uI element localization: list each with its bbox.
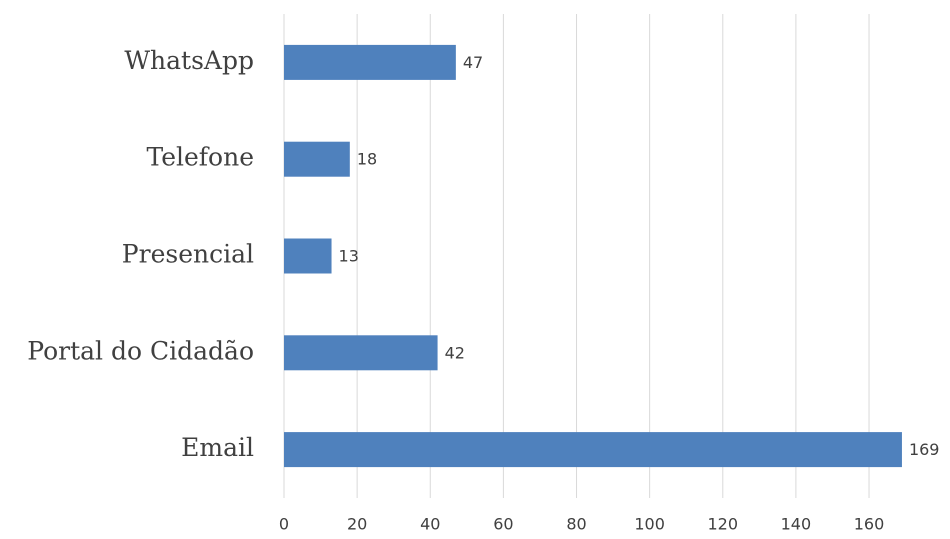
x-tick-label: 120 (708, 515, 739, 534)
data-label: 13 (339, 247, 359, 266)
x-tick-label: 100 (634, 515, 665, 534)
data-label: 42 (445, 343, 465, 362)
data-label: 169 (909, 440, 940, 459)
x-tick-label: 80 (566, 515, 586, 534)
bar (284, 44, 456, 80)
bar (284, 335, 438, 371)
y-tick-label: Telefone (146, 143, 254, 172)
y-tick-label: Portal do Cidadão (27, 336, 254, 365)
data-label: 18 (357, 150, 377, 169)
bar (284, 432, 902, 468)
x-tick-label: 20 (347, 515, 367, 534)
x-tick-label: 0 (279, 515, 289, 534)
x-tick-label: 160 (854, 515, 885, 534)
data-label: 47 (463, 53, 483, 72)
x-tick-label: 140 (781, 515, 812, 534)
x-tick-label: 40 (420, 515, 440, 534)
y-tick-label: Presencial (122, 240, 254, 269)
y-tick-label: Email (181, 433, 254, 462)
bar (284, 141, 350, 177)
x-tick-label: 60 (493, 515, 513, 534)
bar (284, 238, 332, 274)
y-tick-label: WhatsApp (124, 46, 254, 75)
